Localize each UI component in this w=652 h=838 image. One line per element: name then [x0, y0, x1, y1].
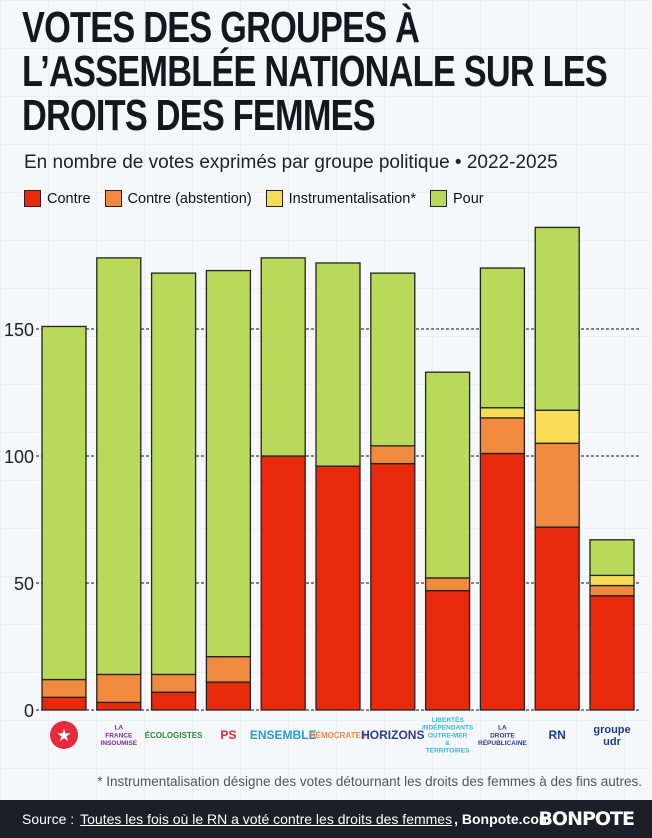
legend-swatch: [265, 190, 283, 207]
y-tick-label: 150: [4, 320, 34, 340]
bar-segment-contre: [534, 526, 580, 711]
bar-segment-contre-abstention-: [150, 673, 197, 693]
legend-label: Instrumentalisation*: [288, 190, 416, 207]
source-site: , Bonpote.com: [454, 811, 552, 827]
bar-segment-contre-abstention-: [479, 417, 526, 455]
star-icon: ★: [56, 726, 71, 745]
legend-label: Contre (abstention): [127, 190, 252, 207]
bar-segment-pour: [260, 257, 306, 457]
bar-segment-instrumentalisation-: [534, 409, 580, 444]
chart-subtitle: En nombre de votes exprimés par groupe p…: [24, 152, 558, 173]
bar-segment-pour: [205, 269, 252, 658]
legend: Contre Contre (abstention) Instrumentalisa…: [24, 190, 484, 207]
bonpote-logo: BONPOTE: [538, 808, 635, 830]
group-logo-8: LA DROITE RÉPUBLICAINE: [478, 725, 527, 747]
logo-text-line: ÉCOLOGISTES: [145, 731, 203, 740]
bar-segment-pour: [150, 272, 197, 676]
group-logo-3: PS: [220, 728, 236, 742]
legend-swatch: [430, 190, 447, 207]
bar-segment-pour: [96, 257, 142, 676]
y-tick-label: 50: [14, 574, 34, 594]
bar-segment-contre: [96, 701, 142, 711]
logo-text-line: ENSEMBLE: [250, 728, 317, 742]
logo-text-line: udr: [603, 736, 621, 748]
bar-segment-contre: [150, 691, 197, 711]
bar-segment-contre-abstention-: [41, 678, 87, 698]
bar-segment-contre-abstention-: [96, 673, 142, 704]
logo-text-line: HORIZONS: [361, 728, 424, 742]
legend-swatch: [24, 190, 41, 207]
bar-segment-pour: [315, 262, 361, 467]
group-logo-6: HORIZONS: [361, 728, 424, 742]
bar-segment-contre: [205, 681, 252, 711]
logo-text-line: LIBERTÉS: [432, 715, 465, 724]
legend-item: Pour: [430, 190, 484, 207]
legend-label: Pour: [453, 190, 484, 207]
bar-segment-contre-abstention-: [589, 584, 635, 597]
bar-segment-contre: [479, 452, 526, 711]
bar-segment-pour: [424, 371, 471, 579]
source-label: Source :: [22, 811, 75, 827]
bar-segment-pour: [41, 325, 87, 681]
group-logo-4: ENSEMBLE: [250, 728, 317, 742]
legend-label: Contre: [47, 190, 91, 207]
bar-segment-pour: [534, 226, 580, 411]
logo-text-line: &: [445, 740, 450, 747]
logo-text-line: INDÉPENDANTS: [422, 723, 474, 732]
logo-text-line: LA: [114, 725, 123, 732]
logo-text-line: LA: [498, 725, 507, 732]
logo-text-line: INSOUMISE: [101, 740, 138, 747]
group-logo-9: RN: [549, 728, 566, 742]
footnote: * Instrumentalisation désigne des votes …: [97, 774, 642, 789]
legend-item: Contre (abstention): [104, 190, 252, 207]
logo-text-line: DROITE: [490, 732, 515, 739]
bar-segment-pour: [589, 539, 635, 577]
logo-text-line: RÉPUBLICAINE: [478, 738, 527, 747]
logo-text-line: OUTRE-MER: [428, 732, 468, 739]
bar-segment-contre-abstention-: [370, 445, 416, 465]
chart-title: VOTES DES GROUPES À L’ASSEMBLÉE NATIONAL…: [22, 3, 608, 140]
group-logo-10: groupe udr: [593, 724, 630, 748]
bar-segment-contre: [424, 589, 471, 711]
y-tick-label: 100: [4, 447, 34, 467]
bar-segment-contre: [315, 465, 361, 711]
bar-segment-contre: [260, 455, 306, 711]
legend-swatch: [104, 190, 122, 207]
bar-segment-pour: [479, 267, 526, 409]
group-logo-1: LA FRANCE INSOUMISE: [101, 725, 138, 747]
bar-segment-contre-abstention-: [534, 442, 580, 528]
bar-segment-contre: [41, 696, 87, 711]
logo-text-line: PS: [220, 728, 236, 742]
bar-segment-pour: [370, 272, 416, 447]
bar-segment-contre-abstention-: [205, 656, 252, 683]
group-logo-5: DÉMOCRATES: [310, 731, 367, 740]
bar-segment-instrumentalisation-: [479, 407, 526, 419]
legend-item: Instrumentalisation*: [265, 190, 416, 207]
gdr-logo-icon: [50, 721, 78, 749]
group-logo-7: LIBERTÉS INDÉPENDANTS OUTRE-MER & TERRITOIRE…: [422, 715, 474, 755]
logo-text-line: groupe: [593, 724, 630, 736]
legend-item: Contre: [24, 190, 91, 207]
logo-text-line: RN: [549, 728, 566, 742]
bar-segment-contre: [589, 595, 635, 711]
bar-segment-instrumentalisation-: [589, 574, 635, 587]
bar-segment-contre: [370, 462, 416, 711]
y-tick-label: 0: [24, 701, 34, 721]
footer: Source : Toutes les fois où le RN a voté…: [0, 800, 652, 838]
logo-text-line: DÉMOCRATES: [310, 731, 367, 740]
group-logo-2: ÉCOLOGISTES: [145, 731, 203, 740]
bar-segment-contre-abstention-: [424, 577, 471, 592]
source-link[interactable]: Toutes les fois où le RN a voté contre l…: [80, 811, 453, 827]
logo-text-line: FRANCE: [105, 732, 133, 739]
logo-text-line: TERRITOIRES: [426, 748, 470, 755]
